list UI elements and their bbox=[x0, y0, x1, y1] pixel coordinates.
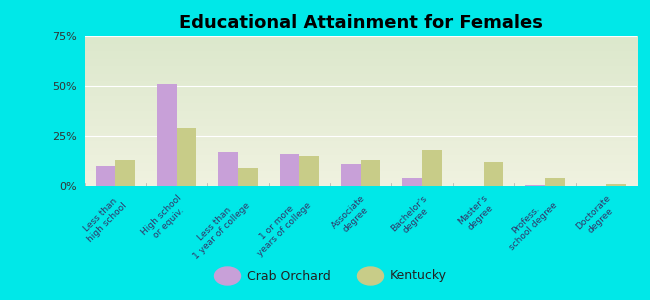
Bar bbox=[96, 166, 115, 186]
Ellipse shape bbox=[358, 267, 384, 285]
Title: Educational Attainment for Females: Educational Attainment for Females bbox=[179, 14, 543, 32]
Bar bbox=[361, 160, 380, 186]
Bar bbox=[115, 160, 135, 186]
Bar bbox=[238, 168, 257, 186]
Bar bbox=[422, 150, 442, 186]
Text: Kentucky: Kentucky bbox=[390, 269, 447, 283]
Bar bbox=[218, 152, 238, 186]
Text: Crab Orchard: Crab Orchard bbox=[247, 269, 331, 283]
Bar bbox=[484, 162, 503, 186]
Bar bbox=[525, 185, 545, 186]
Bar bbox=[545, 178, 565, 186]
Bar bbox=[280, 154, 300, 186]
Bar bbox=[341, 164, 361, 186]
Ellipse shape bbox=[214, 267, 240, 285]
Bar bbox=[157, 84, 177, 186]
Bar bbox=[402, 178, 422, 186]
Bar bbox=[177, 128, 196, 186]
Bar bbox=[300, 156, 319, 186]
Bar bbox=[606, 184, 626, 186]
